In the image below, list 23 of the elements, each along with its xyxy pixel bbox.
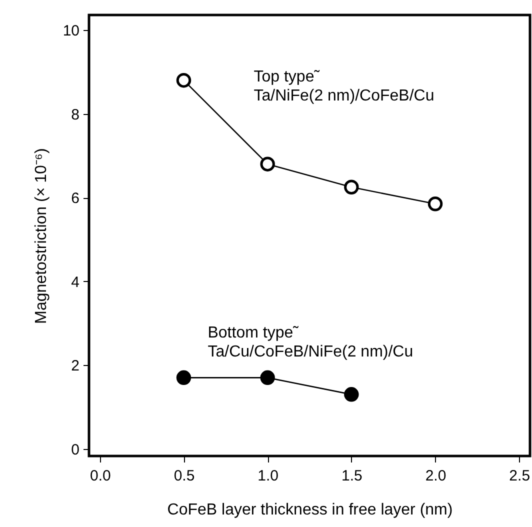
y-tick-label: 10 <box>62 22 80 40</box>
point <box>260 370 275 386</box>
y-tick-label: 4 <box>71 274 80 291</box>
point <box>344 387 359 402</box>
y-tick-label: 8 <box>71 106 80 124</box>
x-axis-title: CoFeB layer thickness in free layer (nm) <box>167 502 453 518</box>
x-tick-label: 1.0 <box>258 468 279 484</box>
point <box>176 72 192 88</box>
x-tick-label: 1.5 <box>341 468 362 484</box>
point <box>176 370 192 386</box>
x-tick-label: 0.5 <box>174 468 195 484</box>
text: Top type˜ Ta/NiFe(2 nm)/CoFeB/Cu <box>254 68 434 104</box>
point <box>428 196 443 212</box>
y-tick-label: 6 <box>71 190 80 208</box>
x-tick-label: 2.0 <box>425 468 446 484</box>
x-tick-label: 2.5 <box>509 468 530 484</box>
y-axis-title: Magnetostriction (× 10⁻⁶) <box>32 148 50 324</box>
x-tick-label: 0.0 <box>90 468 111 484</box>
point <box>344 180 359 194</box>
y-tick-label: 2 <box>71 358 80 375</box>
y-tick-label: 0 <box>71 441 80 458</box>
series-label: Bottom type˜ Ta/Cu/CoFeB/NiFe(2 nm)/Cu <box>208 324 414 361</box>
point <box>260 156 275 172</box>
